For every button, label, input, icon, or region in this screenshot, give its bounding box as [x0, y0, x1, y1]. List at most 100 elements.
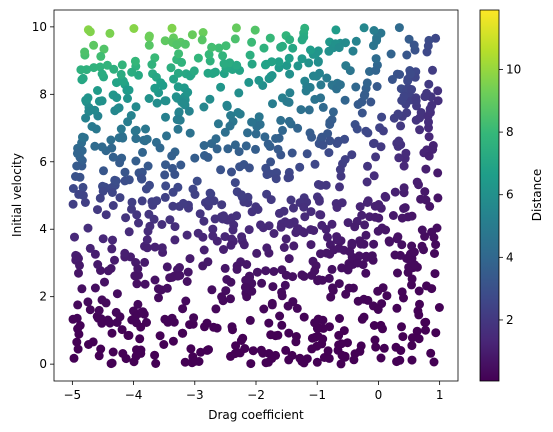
scatter-point — [200, 322, 209, 332]
scatter-point — [130, 56, 140, 66]
scatter-point — [382, 291, 392, 301]
scatter-point — [431, 328, 441, 338]
scatter-point — [182, 230, 192, 240]
scatter-point — [269, 267, 279, 276]
scatter-point — [134, 218, 143, 228]
y-tick-label: 8 — [39, 87, 47, 101]
scatter-point — [265, 33, 275, 43]
scatter-point — [244, 225, 254, 235]
scatter-point — [84, 340, 93, 349]
scatter-point — [233, 108, 243, 117]
scatter-point — [102, 60, 112, 70]
scatter-point — [399, 204, 409, 213]
scatter-point — [216, 165, 226, 175]
scatter-point — [75, 321, 85, 330]
scatter-point — [306, 240, 316, 250]
scatter-point — [150, 350, 160, 360]
scatter-point — [142, 235, 152, 245]
scatter-point — [318, 334, 328, 344]
scatter-point — [337, 198, 347, 208]
scatter-point — [131, 102, 141, 112]
scatter-point — [278, 125, 287, 135]
scatter-point — [309, 226, 319, 235]
scatter-point — [399, 91, 409, 101]
scatter-point — [112, 289, 122, 299]
scatter-point — [403, 76, 413, 86]
scatter-point — [259, 43, 269, 53]
scatter-point — [203, 68, 213, 78]
scatter-point — [75, 260, 84, 270]
scatter-point — [335, 165, 345, 175]
scatter-point — [181, 296, 191, 306]
scatter-point — [185, 254, 195, 264]
scatter-point — [137, 196, 147, 206]
scatter-point — [106, 135, 116, 145]
scatter-point — [421, 325, 430, 335]
scatter-point — [178, 198, 188, 208]
scatter-point — [202, 345, 212, 355]
scatter-point — [315, 210, 325, 220]
scatter-point — [321, 180, 331, 190]
scatter-point — [251, 129, 261, 139]
scatter-point — [199, 141, 209, 150]
scatter-point — [397, 322, 406, 332]
scatter-point — [359, 23, 369, 33]
scatter-point — [411, 96, 421, 106]
scatter-point — [318, 102, 328, 112]
scatter-point — [385, 237, 394, 247]
scatter-point — [142, 243, 152, 253]
scatter-point — [302, 354, 312, 364]
scatter-point — [78, 182, 88, 192]
scatter-point — [307, 132, 317, 142]
scatter-point — [278, 41, 287, 51]
scatter-point — [421, 164, 431, 174]
scatter-point — [284, 116, 294, 126]
scatter-point — [94, 351, 104, 361]
scatter-point — [241, 141, 251, 151]
scatter-point — [168, 201, 178, 211]
scatter-point — [373, 226, 383, 236]
scatter-point — [124, 227, 134, 237]
colorbar-tick-label: 2 — [506, 313, 514, 327]
scatter-point — [420, 187, 430, 197]
colorbar-tick-label: 4 — [506, 250, 514, 264]
scatter-point — [409, 247, 419, 257]
scatter-point — [266, 330, 276, 340]
scatter-point — [117, 60, 127, 70]
x-tick-label: −3 — [186, 388, 204, 402]
scatter-point — [306, 45, 315, 55]
scatter-point — [103, 266, 113, 276]
x-tick-label: −4 — [125, 388, 143, 402]
y-tick-label: 2 — [39, 290, 47, 304]
scatter-point — [286, 195, 296, 205]
scatter-point — [226, 277, 236, 287]
scatter-point — [140, 279, 150, 289]
scatter-point — [262, 170, 272, 180]
scatter-point — [275, 311, 285, 321]
scatter-point — [347, 238, 357, 248]
scatter-point — [348, 283, 358, 293]
scatter-point — [370, 212, 380, 222]
scatter-point — [289, 203, 298, 213]
scatter-point — [299, 202, 309, 212]
scatter-point — [144, 31, 154, 41]
scatter-point — [137, 174, 147, 184]
scatter-point — [369, 26, 379, 35]
x-axis: −5 −4 −3 −2 −1 0 1 — [64, 381, 443, 402]
scatter-point — [131, 156, 141, 166]
x-tick-label: −2 — [247, 388, 265, 402]
scatter-point — [404, 34, 414, 44]
scatter-point — [220, 127, 230, 137]
scatter-point — [361, 230, 371, 240]
scatter-point — [293, 61, 303, 71]
scatter-point — [232, 211, 242, 221]
scatter-point — [227, 167, 236, 177]
scatter-point — [430, 269, 440, 279]
scatter-point — [318, 140, 328, 150]
scatter-point — [279, 243, 289, 252]
scatter-point — [189, 313, 199, 323]
scatter-point — [150, 83, 160, 93]
scatter-point — [247, 117, 257, 127]
scatter-point — [271, 174, 281, 184]
scatter-point — [144, 209, 154, 219]
